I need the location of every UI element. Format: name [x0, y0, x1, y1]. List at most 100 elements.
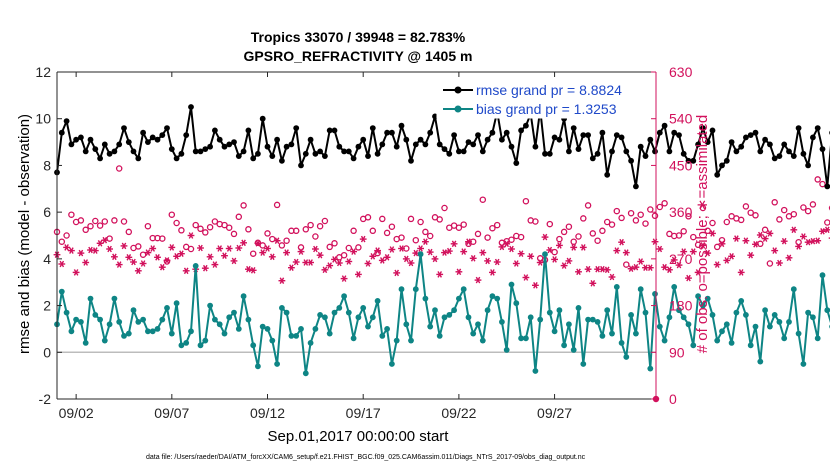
obs-assimilated-point: [364, 260, 372, 267]
rmse-point: [546, 150, 553, 157]
obs-assimilated-point: [335, 259, 343, 267]
obs-possible-point: [723, 218, 731, 226]
obs-possible-point: [364, 214, 372, 221]
rmse-point: [63, 118, 70, 124]
rmse-point: [456, 148, 462, 155]
rmse-point: [393, 143, 400, 150]
obs-assimilated-point: [187, 232, 195, 239]
bias-point: [259, 323, 266, 330]
obs-possible-point: [556, 235, 563, 243]
obs-assimilated-point: [450, 240, 458, 248]
obs-possible-point: [551, 248, 558, 256]
obs-possible-point: [795, 238, 802, 246]
obs-possible-point: [508, 236, 515, 243]
bias-point: [585, 316, 591, 323]
obs-assimilated-point: [465, 238, 472, 245]
rmse-point: [556, 136, 563, 143]
obs-assimilated-point: [790, 226, 798, 234]
rmse-point: [73, 136, 79, 143]
bias-point: [656, 323, 663, 330]
bias-point: [752, 323, 759, 330]
obs-possible-point: [436, 216, 443, 223]
obs-assimilated-point: [206, 253, 214, 261]
obs-possible-point: [235, 213, 243, 221]
obs-possible-point: [474, 230, 482, 238]
bias-line: [56, 253, 830, 375]
obs-assimilated-point: [532, 282, 539, 289]
rmse-point: [226, 141, 233, 148]
rmse-point: [159, 132, 166, 139]
bias-point: [154, 326, 161, 332]
x-tick-label: 09/22: [441, 405, 476, 421]
rmse-point: [255, 150, 261, 157]
bias-point: [250, 342, 257, 349]
obs-assimilated-point: [484, 257, 492, 265]
obs-possible-point: [197, 225, 204, 233]
rmse-point: [264, 143, 271, 150]
obs-possible-point: [345, 244, 353, 252]
obs-assimilated-point: [747, 251, 755, 259]
obs-assimilated-point: [766, 230, 774, 237]
rmse-point: [652, 148, 658, 155]
bias-point: [417, 251, 424, 258]
obs-possible-point: [249, 250, 257, 257]
bias-point: [336, 305, 343, 311]
right-y-axis: 0 90 180 270 360 450 540 630: [651, 64, 693, 407]
obs-possible-point: [159, 235, 166, 242]
obs-assimilated-point: [321, 266, 329, 274]
bias-point: [546, 309, 553, 316]
rmse-point: [518, 127, 524, 134]
obs-possible-point: [383, 229, 391, 237]
left-y-tick-label: 4: [43, 251, 51, 267]
bias-point: [125, 330, 132, 337]
rmse-point: [695, 141, 701, 148]
bias-point: [408, 337, 414, 344]
obs-assimilated-point: [694, 269, 702, 276]
obs-assimilated-point: [627, 265, 635, 272]
obs-possible-point: [546, 220, 554, 228]
bias-point: [135, 319, 142, 325]
rmse-point: [805, 162, 811, 169]
obs-assimilated-point: [503, 240, 511, 248]
obs-assimilated-point: [455, 268, 463, 276]
rmse-point: [173, 155, 180, 162]
bias-point: [63, 309, 70, 316]
obs-assimilated-point: [259, 249, 267, 256]
rmse-point: [523, 122, 529, 129]
obs-assimilated-point: [579, 244, 587, 251]
bias-point: [446, 312, 453, 318]
legend: rmse grand pr = 8.8824 bias grand pr = 1…: [436, 81, 648, 119]
obs-possible-point: [326, 243, 333, 251]
obs-possible-point: [608, 221, 616, 228]
bias-point: [685, 321, 692, 328]
rmse-point: [427, 129, 434, 136]
obs-assimilated-point: [354, 271, 362, 278]
obs-assimilated-point: [254, 240, 262, 247]
x-tick-label: 09/12: [250, 405, 285, 421]
obs-assimilated-point: [560, 262, 568, 269]
obs-possible-point: [240, 202, 247, 209]
right-y-tick-label: 180: [669, 298, 693, 314]
obs-assimilated-point: [527, 253, 535, 260]
bias-point: [393, 337, 400, 344]
obs-assimilated-point: [149, 245, 157, 252]
obs-assimilated-point: [283, 249, 291, 256]
obs-assimilated-point: [431, 255, 439, 263]
obs-assimilated-point: [761, 235, 769, 242]
right-y-tick-label: 90: [669, 344, 685, 360]
obs-assimilated-point: [311, 245, 319, 253]
rmse-point: [302, 150, 309, 157]
bias-point: [140, 316, 147, 323]
obs-possible-point: [690, 233, 697, 241]
obs-assimilated-point: [776, 259, 783, 267]
obs-assimilated-point: [771, 247, 779, 254]
bias-point: [795, 330, 802, 337]
rmse-point: [436, 141, 443, 148]
obs-assimilated-point: [704, 249, 712, 257]
right-y-tick-label: 270: [669, 251, 693, 267]
rmse-point: [92, 146, 99, 153]
obs-assimilated-point: [182, 267, 190, 275]
bias-point: [245, 316, 252, 323]
bias-point: [216, 321, 223, 328]
obs-assimilated-point: [68, 247, 75, 254]
